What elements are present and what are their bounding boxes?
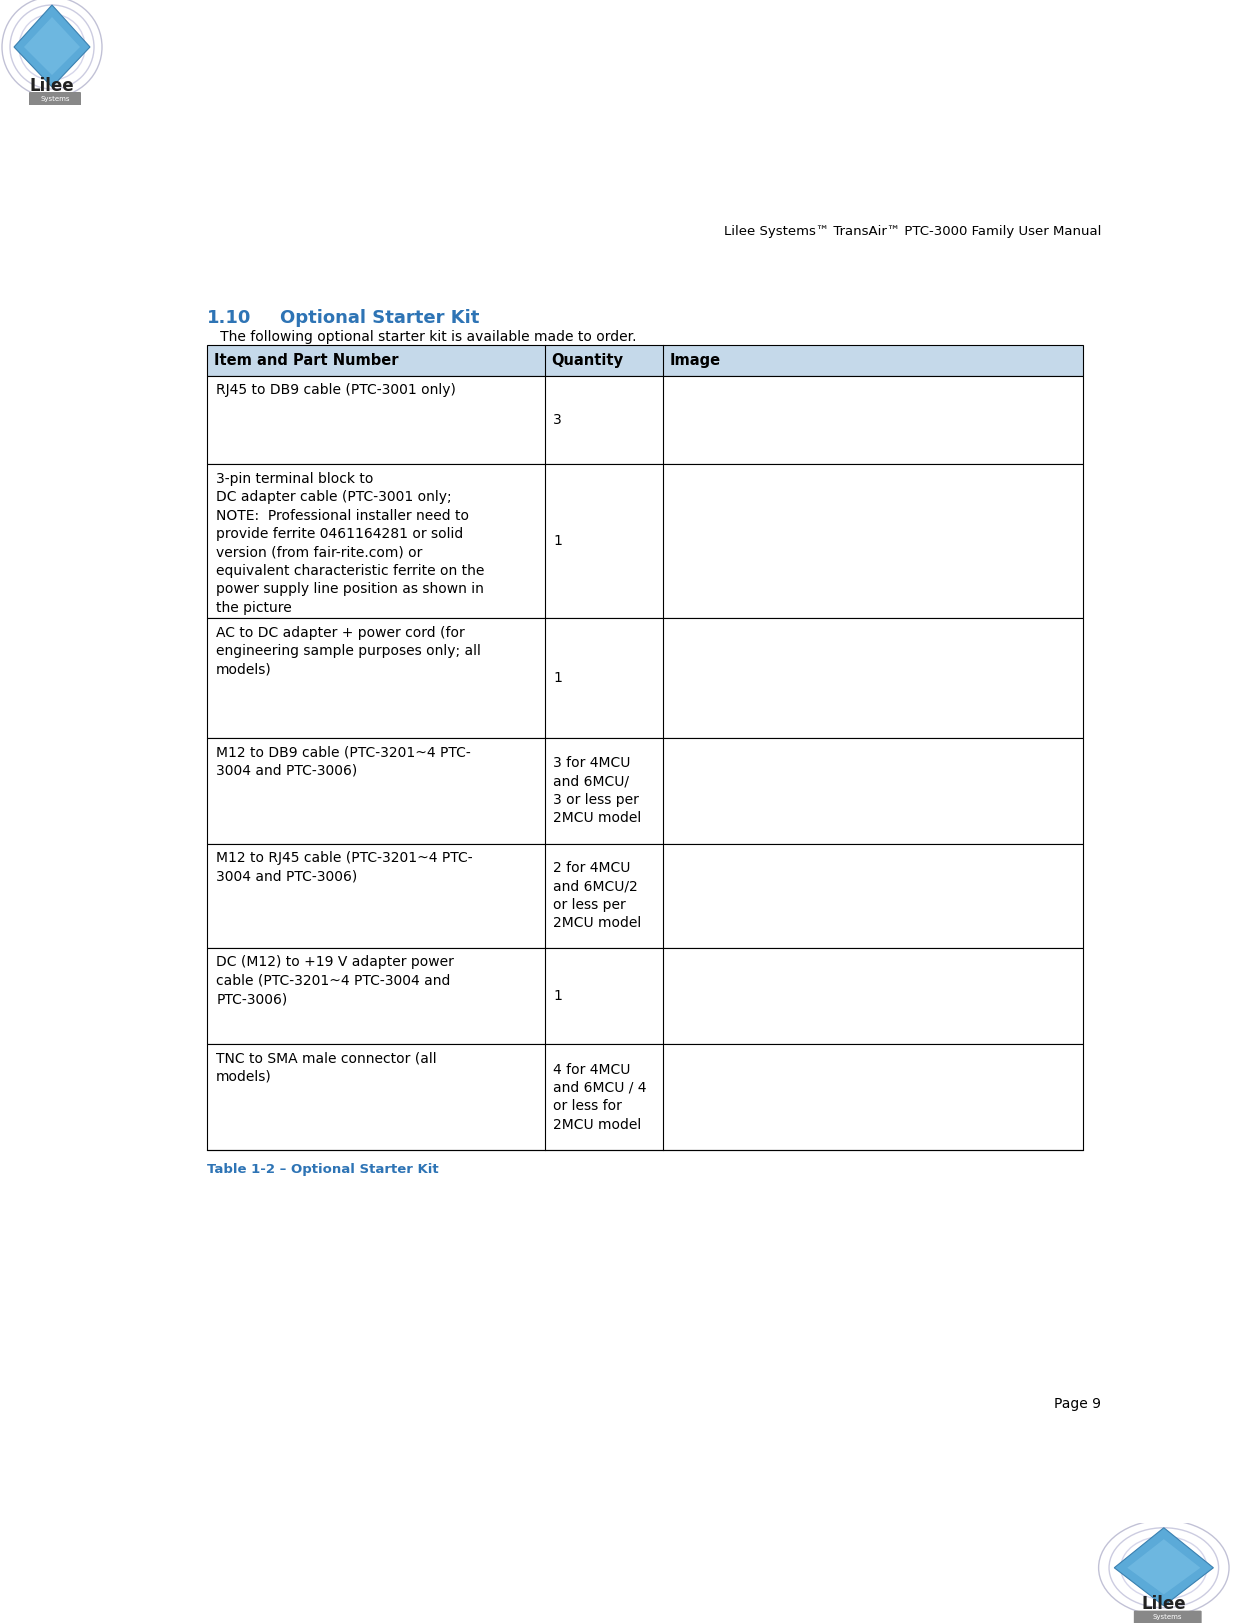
Text: Table 1-2 – Optional Starter Kit: Table 1-2 – Optional Starter Kit bbox=[207, 1162, 440, 1175]
FancyBboxPatch shape bbox=[207, 375, 1083, 464]
Text: Lilee: Lilee bbox=[1142, 1595, 1186, 1613]
Text: 1: 1 bbox=[554, 534, 563, 549]
Text: 4 for 4MCU
and 6MCU / 4
or less for
2MCU model: 4 for 4MCU and 6MCU / 4 or less for 2MCU… bbox=[554, 1063, 647, 1131]
Text: Item and Part Number: Item and Part Number bbox=[215, 352, 398, 368]
Text: Image: Image bbox=[669, 352, 721, 368]
Text: Lilee Systems™ TransAir™ PTC-3000 Family User Manual: Lilee Systems™ TransAir™ PTC-3000 Family… bbox=[723, 226, 1102, 239]
Text: 3 for 4MCU
and 6MCU/
3 or less per
2MCU model: 3 for 4MCU and 6MCU/ 3 or less per 2MCU … bbox=[554, 756, 642, 826]
FancyBboxPatch shape bbox=[207, 737, 1083, 844]
Text: Optional Starter Kit: Optional Starter Kit bbox=[280, 308, 480, 326]
Text: M12 to RJ45 cable (PTC-3201~4 PTC-
3004 and PTC-3006): M12 to RJ45 cable (PTC-3201~4 PTC- 3004 … bbox=[216, 852, 472, 885]
Text: Quantity: Quantity bbox=[551, 352, 623, 368]
Text: The following optional starter kit is available made to order.: The following optional starter kit is av… bbox=[207, 329, 637, 344]
FancyBboxPatch shape bbox=[207, 1044, 1083, 1151]
Text: 1.10: 1.10 bbox=[207, 308, 251, 326]
FancyBboxPatch shape bbox=[29, 93, 80, 105]
FancyBboxPatch shape bbox=[207, 464, 1083, 618]
Text: Systems: Systems bbox=[1153, 1615, 1182, 1620]
Text: 1: 1 bbox=[554, 670, 563, 685]
Polygon shape bbox=[24, 16, 80, 75]
Text: Lilee: Lilee bbox=[30, 76, 74, 96]
FancyBboxPatch shape bbox=[207, 844, 1083, 948]
Polygon shape bbox=[1128, 1539, 1201, 1594]
FancyBboxPatch shape bbox=[207, 948, 1083, 1044]
Text: 3-pin terminal block to
DC adapter cable (PTC-3001 only;
NOTE:  Professional ins: 3-pin terminal block to DC adapter cable… bbox=[216, 472, 485, 615]
FancyBboxPatch shape bbox=[207, 346, 1083, 375]
Text: Page 9: Page 9 bbox=[1054, 1397, 1102, 1410]
Text: 3: 3 bbox=[554, 412, 561, 427]
Text: RJ45 to DB9 cable (PTC-3001 only): RJ45 to DB9 cable (PTC-3001 only) bbox=[216, 383, 456, 398]
Text: 2 for 4MCU
and 6MCU/2
or less per
2MCU model: 2 for 4MCU and 6MCU/2 or less per 2MCU m… bbox=[554, 862, 642, 930]
Text: Systems: Systems bbox=[40, 96, 70, 102]
FancyBboxPatch shape bbox=[207, 618, 1083, 737]
Text: 1: 1 bbox=[554, 988, 563, 1003]
Text: TNC to SMA male connector (all
models): TNC to SMA male connector (all models) bbox=[216, 1052, 437, 1084]
Text: DC (M12) to +19 V adapter power
cable (PTC-3201~4 PTC-3004 and
PTC-3006): DC (M12) to +19 V adapter power cable (P… bbox=[216, 956, 453, 1006]
Text: M12 to DB9 cable (PTC-3201~4 PTC-
3004 and PTC-3006): M12 to DB9 cable (PTC-3201~4 PTC- 3004 a… bbox=[216, 745, 471, 777]
Polygon shape bbox=[14, 5, 90, 88]
FancyBboxPatch shape bbox=[1134, 1610, 1202, 1623]
Text: AC to DC adapter + power cord (for
engineering sample purposes only; all
models): AC to DC adapter + power cord (for engin… bbox=[216, 626, 481, 677]
Polygon shape bbox=[1114, 1527, 1213, 1605]
